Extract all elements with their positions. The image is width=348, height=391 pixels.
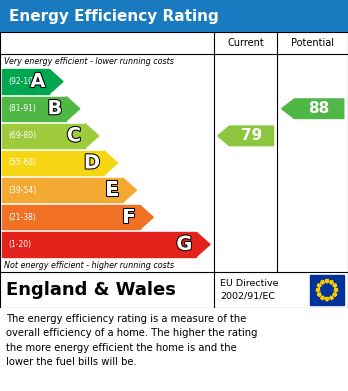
Polygon shape (140, 205, 153, 230)
Bar (2, 124, 85, 148)
Text: EU Directive
2002/91/EC: EU Directive 2002/91/EC (220, 279, 278, 301)
Text: Current: Current (227, 38, 264, 48)
Bar (2, 232, 197, 256)
Polygon shape (218, 126, 274, 145)
Bar (2, 70, 49, 93)
Polygon shape (66, 97, 80, 121)
Polygon shape (317, 284, 321, 288)
Polygon shape (49, 70, 63, 93)
Text: (92-100): (92-100) (8, 77, 41, 86)
Text: (69-80): (69-80) (8, 131, 36, 140)
Text: A: A (30, 72, 46, 91)
Text: F: F (122, 208, 136, 227)
Bar (2, 97, 66, 121)
Text: (55-68): (55-68) (8, 158, 36, 167)
Text: 79: 79 (241, 128, 262, 143)
Polygon shape (329, 296, 334, 300)
Text: England & Wales: England & Wales (6, 281, 176, 299)
Polygon shape (282, 99, 344, 118)
Polygon shape (325, 297, 329, 301)
Text: C: C (67, 126, 81, 145)
Polygon shape (104, 151, 118, 175)
Polygon shape (334, 288, 338, 292)
Polygon shape (321, 280, 325, 285)
Text: Potential: Potential (291, 38, 334, 48)
Polygon shape (317, 293, 321, 297)
Polygon shape (329, 280, 334, 285)
Polygon shape (333, 284, 337, 288)
Text: (1-20): (1-20) (8, 240, 31, 249)
Text: D: D (84, 154, 100, 172)
Polygon shape (321, 296, 325, 300)
Text: B: B (47, 99, 62, 118)
Text: The energy efficiency rating is a measure of the
overall efficiency of a home. T: The energy efficiency rating is a measur… (6, 314, 258, 367)
Polygon shape (333, 293, 337, 297)
Text: Energy Efficiency Rating: Energy Efficiency Rating (9, 9, 219, 23)
Text: G: G (176, 235, 192, 254)
Polygon shape (325, 279, 329, 283)
Bar (2, 178, 123, 202)
Text: Not energy efficient - higher running costs: Not energy efficient - higher running co… (4, 260, 174, 269)
Polygon shape (316, 288, 320, 292)
Text: E: E (106, 181, 119, 200)
Bar (2, 151, 104, 175)
Polygon shape (197, 232, 210, 256)
Text: Very energy efficient - lower running costs: Very energy efficient - lower running co… (4, 57, 174, 66)
Text: (39-54): (39-54) (8, 186, 36, 195)
Bar (2, 205, 140, 230)
Bar (310, 275, 344, 305)
Polygon shape (85, 124, 99, 148)
Text: (81-91): (81-91) (8, 104, 36, 113)
Polygon shape (123, 178, 136, 202)
Text: 88: 88 (308, 101, 330, 116)
Text: (21-38): (21-38) (8, 213, 36, 222)
